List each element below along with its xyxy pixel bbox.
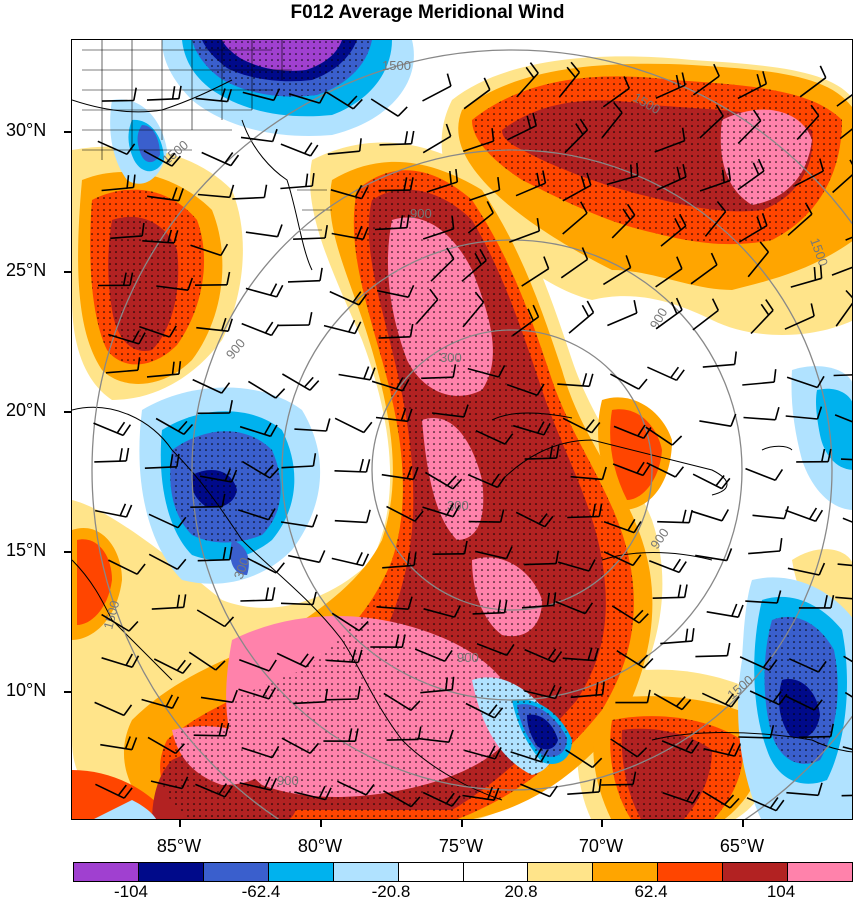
lat-label-30n: 30°N: [6, 120, 66, 141]
wind-barb-feather: [821, 265, 822, 278]
colorbar-segment: [269, 863, 334, 881]
contour-label: 900: [277, 773, 299, 788]
lon-tick: [461, 820, 463, 827]
lat-label-15n: 15°N: [6, 540, 66, 561]
map-svg: 1500 1500 900 300 900 1500 300 900 1500 …: [72, 40, 853, 820]
wind-barb-shaft: [657, 522, 689, 523]
map-panel: 1500 1500 900 300 900 1500 300 900 1500 …: [71, 39, 853, 820]
colorbar-segment: [658, 863, 723, 881]
contour-label: 300: [440, 350, 462, 365]
lat-tick: [64, 131, 71, 133]
wind-barb-shaft: [524, 564, 556, 565]
lon-tick: [601, 820, 603, 827]
wind-barb-shaft: [190, 507, 222, 508]
lat-label-20n: 20°N: [6, 400, 66, 421]
lon-label-75w: 75°W: [421, 836, 501, 857]
colorbar: [73, 862, 853, 882]
wind-barb-shaft: [601, 784, 633, 785]
lon-label-70w: 70°W: [561, 836, 641, 857]
wind-barb-shaft: [387, 739, 419, 740]
wind-barb-feather: [637, 163, 638, 176]
contour-label: 300: [447, 498, 469, 513]
colorbar-segment: [204, 863, 269, 881]
wind-barb-shaft: [326, 699, 358, 700]
lon-label-85w: 85°W: [139, 836, 219, 857]
wind-barb-shaft: [240, 600, 272, 601]
wind-barb-shaft: [653, 597, 685, 598]
colorbar-label: 104: [741, 882, 821, 902]
contour-label: 900: [410, 206, 432, 221]
contour-label: 900: [457, 650, 479, 665]
colorbar-label: 20.8: [481, 882, 561, 902]
lat-tick: [64, 411, 71, 413]
wind-barb-shaft: [738, 737, 770, 738]
lat-tick: [64, 551, 71, 553]
wind-barb-shaft: [421, 377, 453, 378]
wind-barb-shaft: [695, 656, 727, 657]
lon-label-80w: 80°W: [280, 836, 360, 857]
wind-barb-shaft: [94, 461, 126, 462]
wind-barb-shaft: [379, 190, 411, 191]
lon-tick: [320, 820, 322, 827]
wind-barb-shaft: [102, 101, 134, 102]
colorbar-segment: [74, 863, 139, 881]
wind-barb-shaft: [380, 144, 412, 145]
wind-barb-shaft: [525, 458, 557, 459]
colorbar-label: -62.4: [221, 882, 301, 902]
wind-barb-feather: [814, 267, 815, 280]
wind-barb-feather: [631, 165, 632, 178]
wind-barb-shaft: [469, 522, 501, 523]
lon-tick: [742, 820, 744, 827]
colorbar-segment: [139, 863, 204, 881]
lat-tick: [64, 691, 71, 693]
colorbar-segment: [788, 863, 852, 881]
colorbar-label: -20.8: [351, 882, 431, 902]
colorbar-label: -104: [91, 882, 171, 902]
wind-barb-shaft: [198, 560, 230, 561]
lon-tick: [179, 820, 181, 827]
wind-barb-shaft: [567, 517, 599, 518]
lon-label-65w: 65°W: [702, 836, 782, 857]
contour-label: 1500: [382, 58, 411, 73]
lat-label-10n: 10°N: [6, 680, 66, 701]
colorbar-segment: [593, 863, 658, 881]
wind-barb-shaft: [842, 795, 853, 796]
colorbar-segment: [723, 863, 788, 881]
wind-barb-shaft: [194, 735, 226, 736]
lat-tick: [64, 271, 71, 273]
colorbar-segment: [334, 863, 399, 881]
colorbar-label: 62.4: [611, 882, 691, 902]
colorbar-segment: [528, 863, 593, 881]
lat-label-25n: 25°N: [6, 260, 66, 281]
colorbar-segment: [464, 863, 529, 881]
colorbar-segment: [399, 863, 464, 881]
chart-title: F012 Average Meridional Wind: [0, 2, 855, 24]
wind-barb-shaft: [799, 737, 831, 738]
